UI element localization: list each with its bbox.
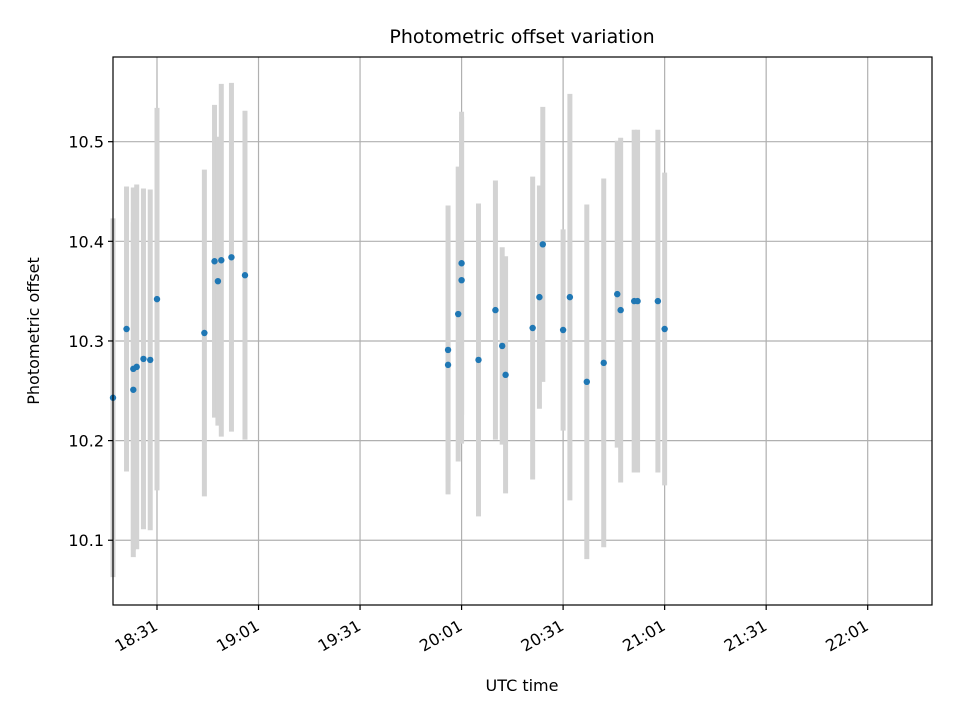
data-point — [214, 277, 222, 285]
data-point — [539, 241, 547, 248]
data-point — [444, 361, 452, 369]
data-point — [529, 324, 536, 332]
data-point — [634, 297, 641, 305]
data-point — [498, 342, 506, 350]
data-point — [241, 272, 249, 279]
y-tick-label: 10.1 — [68, 531, 104, 550]
y-axis-label: Photometric offset — [24, 257, 43, 405]
y-tick-label: 10.4 — [68, 232, 104, 251]
data-point — [458, 260, 465, 267]
data-point — [654, 297, 662, 305]
data-point — [123, 325, 130, 333]
y-tick-label: 10.2 — [68, 432, 104, 451]
data-point — [140, 355, 147, 363]
data-point — [559, 326, 567, 334]
data-point — [661, 325, 668, 333]
y-tick-label: 10.5 — [68, 133, 104, 152]
data-point — [600, 359, 607, 367]
data-point — [583, 378, 591, 386]
data-point — [228, 254, 235, 261]
data-point — [201, 329, 208, 337]
data-point — [133, 363, 140, 371]
data-point — [566, 293, 574, 301]
data-point — [614, 290, 621, 298]
y-tick-label: 10.3 — [68, 332, 104, 351]
data-point — [153, 295, 161, 303]
data-point — [492, 306, 499, 314]
data-point — [130, 386, 137, 393]
data-point — [458, 276, 465, 284]
data-point — [444, 346, 452, 354]
x-axis-label: UTC time — [486, 676, 559, 695]
data-points — [109, 241, 668, 401]
data-point — [502, 371, 509, 379]
chart-title: Photometric offset variation — [389, 26, 654, 48]
data-point — [617, 306, 624, 314]
plot-frame — [112, 56, 933, 606]
data-point — [536, 293, 543, 301]
data-point — [475, 356, 482, 364]
data-point — [211, 258, 218, 265]
data-point — [147, 356, 154, 364]
data-point — [218, 257, 225, 264]
y-axis: 10.1 10.2 10.3 10.4 10.5 — [68, 133, 113, 550]
data-point — [454, 310, 462, 318]
